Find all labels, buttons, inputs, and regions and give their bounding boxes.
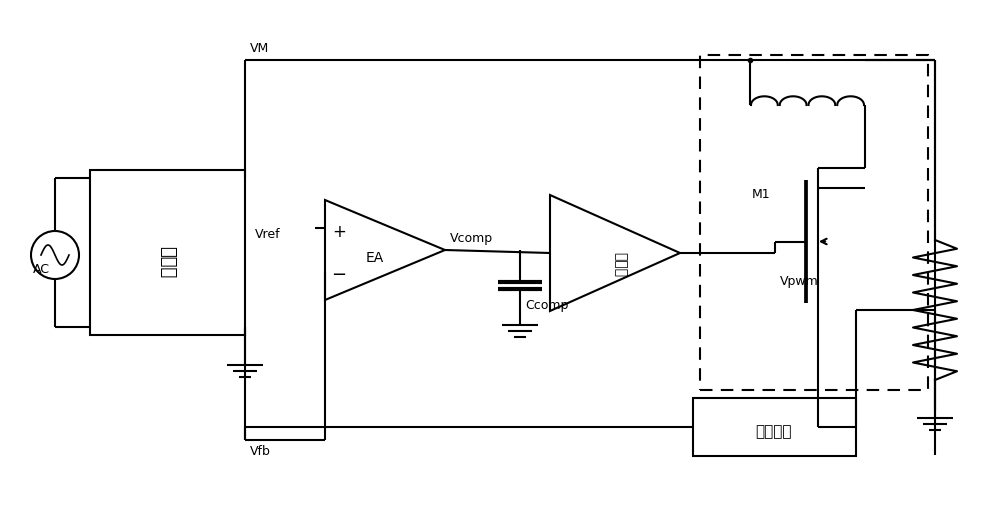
Polygon shape: [550, 195, 680, 311]
Text: 调制器: 调制器: [613, 252, 627, 277]
Text: M1: M1: [751, 188, 770, 201]
Text: 反馈电路: 反馈电路: [756, 425, 792, 439]
Polygon shape: [325, 200, 445, 300]
Text: VM: VM: [250, 42, 269, 55]
Text: 整流桥: 整流桥: [158, 246, 176, 278]
Text: EA: EA: [366, 251, 384, 265]
Text: −: −: [331, 266, 347, 284]
Text: Vcomp: Vcomp: [450, 232, 493, 245]
Text: Vref: Vref: [255, 229, 281, 241]
Bar: [90, 170, 245, 335]
Text: Vfb: Vfb: [250, 445, 271, 458]
Text: Vpwm: Vpwm: [780, 275, 819, 288]
Text: AC: AC: [33, 263, 50, 276]
Text: Ccomp: Ccomp: [525, 299, 568, 312]
Text: +: +: [332, 223, 346, 241]
Bar: [700, 55, 928, 390]
Bar: [693, 398, 856, 456]
